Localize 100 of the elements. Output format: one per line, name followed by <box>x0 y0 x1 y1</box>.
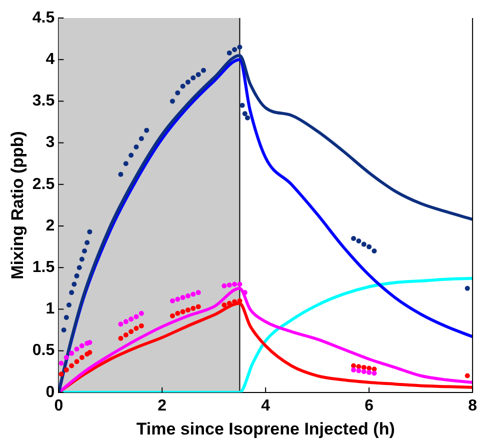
point <box>185 308 190 313</box>
point <box>128 329 134 334</box>
point <box>361 364 366 370</box>
point <box>237 282 242 287</box>
y-tick-label: 4 <box>46 51 55 68</box>
point <box>128 152 134 158</box>
point <box>190 292 196 297</box>
point <box>69 363 74 368</box>
point <box>123 319 128 324</box>
point <box>123 332 128 338</box>
point <box>74 359 80 364</box>
point <box>180 295 186 300</box>
point <box>226 300 232 306</box>
point <box>366 370 372 375</box>
y-tick-label: 2 <box>46 217 55 234</box>
point <box>170 298 175 304</box>
point <box>361 369 366 374</box>
point <box>138 323 144 328</box>
point <box>84 240 90 246</box>
point <box>74 273 80 278</box>
y-tick-label: 4.5 <box>32 9 55 26</box>
point <box>464 373 470 378</box>
point <box>118 172 124 177</box>
point <box>356 368 362 374</box>
point <box>190 75 196 80</box>
point <box>356 364 362 370</box>
y-tick-label: 3.5 <box>32 92 55 110</box>
point <box>87 350 92 355</box>
point <box>123 161 128 166</box>
point <box>201 68 206 73</box>
point <box>87 340 92 345</box>
point <box>240 102 245 108</box>
point <box>79 256 84 262</box>
point <box>76 265 82 270</box>
x-tick-label: 8 <box>468 397 478 414</box>
point <box>64 354 69 360</box>
y-tick-label: 0.5 <box>32 342 55 360</box>
point <box>190 306 196 311</box>
point <box>61 328 66 332</box>
point <box>366 244 372 250</box>
point <box>180 84 186 89</box>
point <box>134 326 139 331</box>
point <box>175 90 180 96</box>
point <box>72 282 77 287</box>
y-tick-label: 1.5 <box>32 259 55 276</box>
x-axis-title: Time since Isoprene Injected (h) <box>136 419 395 438</box>
point <box>232 47 238 52</box>
x-tick-label: 4 <box>261 397 270 414</box>
point <box>58 360 64 366</box>
point <box>87 229 92 234</box>
point <box>464 286 470 291</box>
point <box>79 354 84 360</box>
point <box>66 302 72 308</box>
point <box>242 111 248 116</box>
point <box>222 302 227 308</box>
y-tick-label: 3 <box>46 134 55 152</box>
point <box>222 283 227 288</box>
point <box>118 336 124 341</box>
point <box>118 322 124 327</box>
point <box>244 115 250 120</box>
y-tick-label: 0 <box>46 384 55 401</box>
point <box>361 242 366 247</box>
point <box>82 248 88 254</box>
point <box>232 282 238 287</box>
point <box>134 314 139 320</box>
point <box>79 343 84 348</box>
point <box>196 304 201 310</box>
point <box>64 367 69 372</box>
point <box>170 98 175 104</box>
point <box>180 309 186 314</box>
point <box>134 144 139 150</box>
point <box>144 128 150 133</box>
point <box>138 136 144 142</box>
point <box>196 72 201 78</box>
point <box>128 316 134 322</box>
point <box>185 293 190 298</box>
point <box>175 310 180 316</box>
point <box>226 50 232 56</box>
point <box>64 315 69 320</box>
point <box>185 80 190 85</box>
y-tick-label: 2.5 <box>32 176 55 193</box>
point <box>196 290 201 296</box>
point <box>372 366 377 372</box>
point <box>74 346 80 352</box>
point <box>237 44 242 50</box>
y-tick-label: 1 <box>46 300 55 318</box>
point <box>356 238 362 244</box>
x-tick-label: 6 <box>364 397 374 414</box>
point <box>58 372 64 377</box>
point <box>170 313 175 318</box>
point <box>175 296 180 302</box>
point <box>226 282 232 288</box>
point <box>138 310 144 316</box>
y-axis-title: Mixing Ratio (ppb) <box>8 131 27 280</box>
point <box>372 370 377 376</box>
point <box>351 367 356 372</box>
point <box>372 248 377 254</box>
point <box>69 350 74 356</box>
point <box>351 236 356 241</box>
point <box>69 290 74 296</box>
